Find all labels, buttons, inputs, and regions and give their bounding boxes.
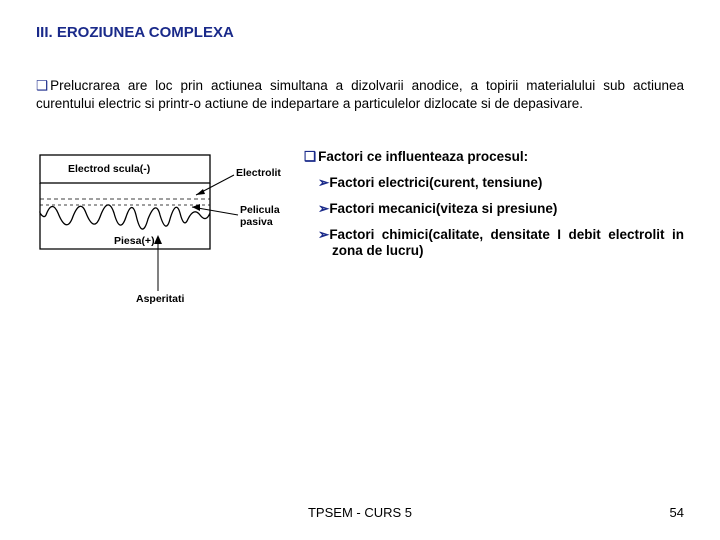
main-paragraph: ❑Prelucrarea are loc prin actiunea simul… (36, 77, 684, 113)
factor-text: Factori chimici(calitate, densitate I de… (329, 227, 684, 258)
label-electrolyte: Electrolit (236, 167, 281, 179)
factor-item: ➢Factori chimici(calitate, densitate I d… (304, 227, 684, 258)
square-bullet-icon: ❑ (36, 78, 48, 93)
footer-text: TPSEM - CURS 5 (0, 505, 720, 520)
label-asperities: Asperitati (136, 293, 184, 305)
content-row: Electrod scula(-) Electrolit Pelicula pa… (36, 149, 684, 324)
triangle-bullet-icon: ➢ (318, 227, 329, 242)
label-electrode: Electrod scula(-) (68, 163, 150, 175)
square-bullet-icon: ❑ (304, 149, 316, 164)
factors-column: ❑Factori ce influenteaza procesul: ➢Fact… (304, 149, 684, 324)
slide-title: III. EROZIUNEA COMPLEXA (36, 24, 684, 41)
factor-item: ➢Factori mecanici(viteza si presiune) (304, 201, 684, 217)
factors-heading-text: Factori ce influenteaza procesul: (318, 149, 528, 164)
triangle-bullet-icon: ➢ (318, 201, 329, 216)
paragraph-text: Prelucrarea are loc prin actiunea simult… (36, 78, 684, 111)
diagram-column: Electrod scula(-) Electrolit Pelicula pa… (36, 149, 286, 324)
factor-text: Factori electrici(curent, tensiune) (329, 175, 542, 190)
factors-heading: ❑Factori ce influenteaza procesul: (304, 149, 684, 165)
label-film: Pelicula pasiva (240, 205, 300, 228)
factor-text: Factori mecanici(viteza si presiune) (329, 201, 557, 216)
page-number: 54 (670, 505, 684, 520)
triangle-bullet-icon: ➢ (318, 175, 329, 190)
factor-item: ➢Factori electrici(curent, tensiune) (304, 175, 684, 191)
label-piece: Piesa(+) (114, 235, 155, 247)
